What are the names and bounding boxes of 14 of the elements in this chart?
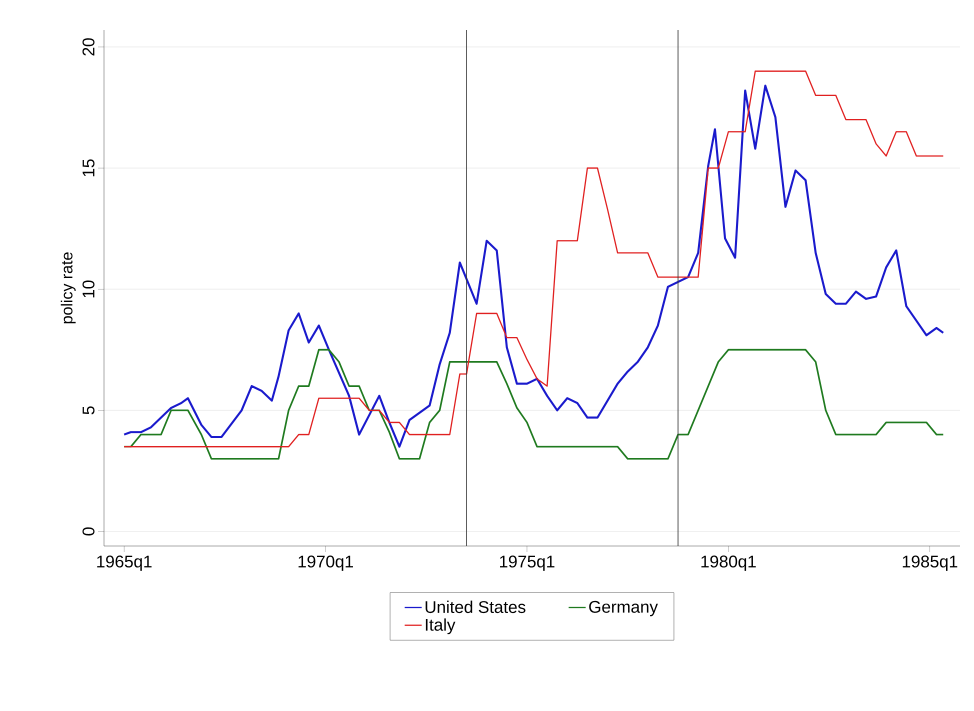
y-tick-label: 15 [82, 159, 94, 176]
legend-label: United States [426, 600, 526, 614]
x-tick-label: 1980q1 [701, 556, 756, 571]
legend-label: Germany [589, 600, 658, 616]
y-axis-title: policy rate [60, 252, 76, 324]
y-tick-label: 10 [82, 280, 94, 298]
x-tick-label: 1975q1 [500, 556, 554, 571]
x-tick-label: 1965q1 [97, 556, 152, 571]
x-tick-label: 1985q1 [902, 556, 958, 571]
y-tick-label: 20 [82, 38, 94, 56]
legend-label: Italy [426, 618, 456, 634]
y-tick-label: 0 [82, 527, 94, 536]
x-tick-label: 1970q1 [298, 556, 353, 571]
y-tick-label: 5 [82, 406, 94, 414]
